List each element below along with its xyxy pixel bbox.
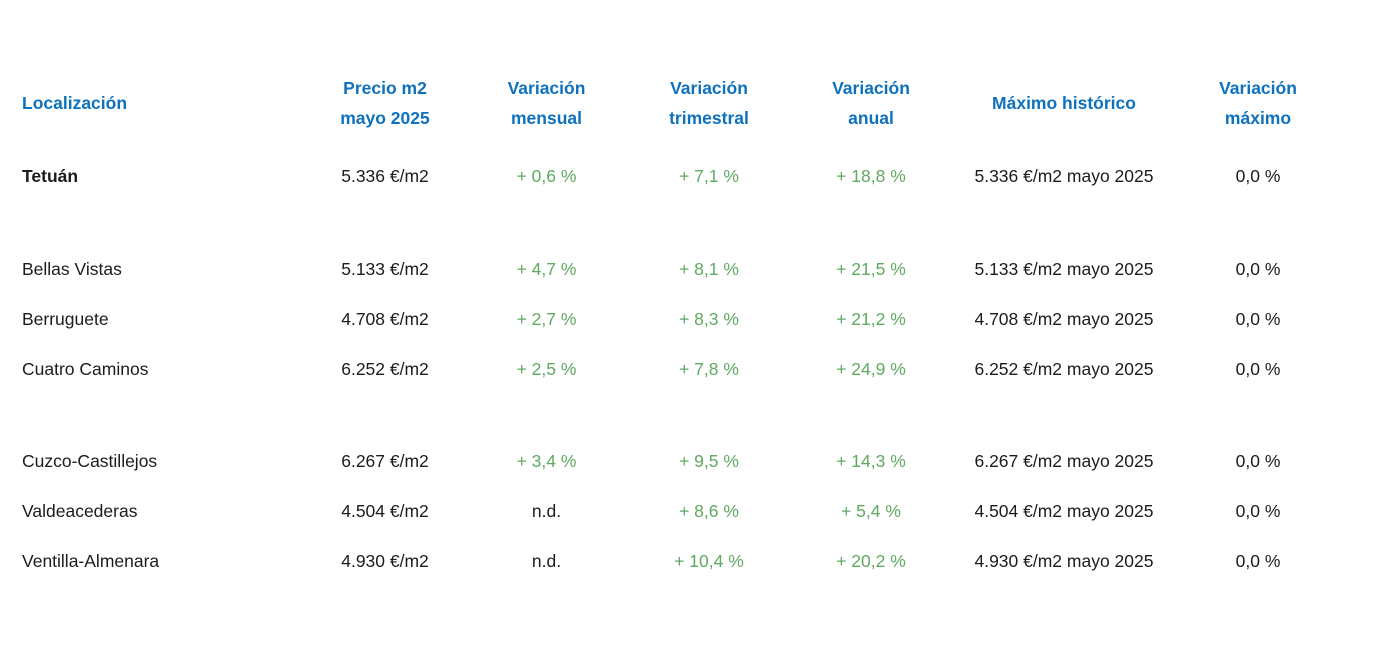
monthly-variation-cell: n.d. [531,550,562,571]
monthly-variation-cell: n.d. [531,500,562,521]
header-line: mayo 2025 [340,108,430,128]
location-cell: Valdeacederas [22,500,138,521]
header-line: mensual [511,108,582,128]
column-header-variacion-mensual: Variación mensual [465,58,628,148]
max-variation-cell: 0,0 % [1235,308,1281,329]
table-header-row: Localización Precio m2 mayo 2025 Variaci… [0,58,1340,148]
price-cell: 6.267 €/m2 [341,450,429,471]
quarterly-variation-cell: + 9,5 % [679,450,739,471]
table-row-bellas-vistas: Bellas Vistas 5.133 €/m2 + 4,7 % + 8,1 %… [0,244,1340,294]
column-header-variacion-maximo: Variación máximo [1176,58,1340,148]
header-line: Variación [507,78,586,98]
max-variation-cell: 0,0 % [1235,450,1281,471]
historic-max-cell: 4.708 €/m2 mayo 2025 [974,308,1154,329]
annual-variation-cell: + 21,5 % [836,258,906,279]
header-line: trimestral [669,108,749,128]
max-variation-cell: 0,0 % [1235,550,1281,571]
quarterly-variation-cell: + 8,3 % [679,308,739,329]
location-cell: Ventilla-Almenara [22,550,160,571]
table-row-tetuan: Tetuán 5.336 €/m2 + 0,6 % + 7,1 % + 18,8… [0,148,1340,204]
price-cell: 5.336 €/m2 [341,165,429,186]
header-line: Variación [832,78,910,98]
annual-variation-cell: + 20,2 % [836,550,906,571]
historic-max-cell: 5.336 €/m2 mayo 2025 [974,165,1154,186]
max-variation-cell: 0,0 % [1235,258,1281,279]
header-line: Variación [670,78,748,98]
monthly-variation-cell: + 0,6 % [516,165,577,186]
annual-variation-cell: + 21,2 % [836,308,906,329]
annual-variation-cell: + 24,9 % [836,358,906,379]
monthly-variation-cell: + 2,7 % [516,308,577,329]
monthly-variation-cell: + 4,7 % [516,258,577,279]
table-row-cuatro-caminos: Cuatro Caminos 6.252 €/m2 + 2,5 % + 7,8 … [0,344,1340,394]
column-header-maximo-historico: Máximo histórico [952,58,1176,148]
header-line: máximo [1224,108,1292,128]
annual-variation-cell: + 5,4 % [841,500,901,521]
annual-variation-cell: + 14,3 % [836,450,906,471]
location-cell: Cuzco-Castillejos [22,450,158,471]
header-line: Variación [1219,78,1297,98]
historic-max-cell: 6.267 €/m2 mayo 2025 [974,450,1154,471]
table-row-valdeacederas: Valdeacederas 4.504 €/m2 n.d. + 8,6 % + … [0,486,1340,536]
historic-max-cell: 4.930 €/m2 mayo 2025 [974,550,1154,571]
location-cell: Bellas Vistas [22,258,122,279]
annual-variation-cell: + 18,8 % [836,165,906,186]
quarterly-variation-cell: + 7,8 % [679,358,739,379]
price-table: Localización Precio m2 mayo 2025 Variaci… [0,58,1340,586]
quarterly-variation-cell: + 8,1 % [679,258,739,279]
quarterly-variation-cell: + 7,1 % [679,165,739,186]
column-header-variacion-trimestral: Variación trimestral [628,58,790,148]
max-variation-cell: 0,0 % [1235,358,1281,379]
table-row-berruguete: Berruguete 4.708 €/m2 + 2,7 % + 8,3 % + … [0,294,1340,344]
historic-max-cell: 4.504 €/m2 mayo 2025 [974,500,1154,521]
quarterly-variation-cell: + 8,6 % [679,500,739,521]
table-row-cuzco-castillejos: Cuzco-Castillejos 6.267 €/m2 + 3,4 % + 9… [0,436,1340,486]
max-variation-cell: 0,0 % [1235,165,1281,186]
price-cell: 4.504 €/m2 [341,500,429,521]
monthly-variation-cell: + 3,4 % [516,450,577,471]
header-line: Máximo histórico [992,93,1136,113]
column-header-variacion-anual: Variación anual [790,58,952,148]
table-row-ventilla-almenara: Ventilla-Almenara 4.930 €/m2 n.d. + 10,4… [0,536,1340,586]
header-line: Precio m2 [343,78,427,98]
location-cell: Tetuán [22,165,79,186]
group-spacer [0,204,1340,244]
column-header-localizacion: Localización [0,58,305,148]
price-cell: 5.133 €/m2 [341,258,429,279]
price-cell: 6.252 €/m2 [341,358,429,379]
location-cell: Berruguete [22,308,109,329]
historic-max-cell: 5.133 €/m2 mayo 2025 [974,258,1154,279]
max-variation-cell: 0,0 % [1235,500,1281,521]
column-header-precio-m2: Precio m2 mayo 2025 [305,58,465,148]
price-cell: 4.930 €/m2 [341,550,429,571]
location-cell: Cuatro Caminos [22,358,149,379]
header-line: anual [848,108,894,128]
historic-max-cell: 6.252 €/m2 mayo 2025 [974,358,1154,379]
price-table-container: Localización Precio m2 mayo 2025 Variaci… [0,58,1340,586]
group-spacer [0,394,1340,436]
monthly-variation-cell: + 2,5 % [516,358,577,379]
quarterly-variation-cell: + 10,4 % [674,550,744,571]
header-line: Localización [22,93,128,113]
price-cell: 4.708 €/m2 [341,308,429,329]
